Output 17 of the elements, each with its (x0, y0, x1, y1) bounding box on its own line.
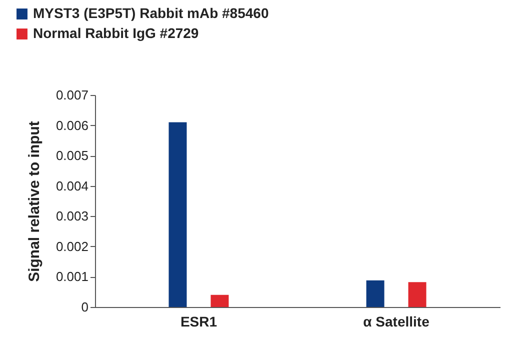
bar (366, 280, 384, 307)
x-tick-label: α Satellite (363, 314, 430, 330)
y-tick-label: 0.001 (56, 269, 88, 284)
y-tick-label: 0.005 (56, 148, 88, 164)
bar (210, 294, 229, 307)
y-axis-title: Signal relative to input (26, 121, 43, 282)
bar (168, 122, 187, 307)
y-tick-label: 0.004 (56, 178, 88, 194)
y-tick-label: 0.002 (56, 238, 88, 254)
y-tick-label: 0 (81, 300, 88, 314)
y-tick-label: 0.006 (56, 118, 88, 133)
legend-label: MYST3 (E3P5T) Rabbit mAb #85460 (33, 5, 269, 21)
x-tick-label: ESR1 (180, 314, 218, 330)
y-tick-label: 0.007 (56, 88, 88, 102)
legend-label: Normal Rabbit IgG #2729 (33, 25, 199, 41)
y-tick-label: 0.003 (56, 208, 88, 224)
bar (408, 282, 426, 307)
